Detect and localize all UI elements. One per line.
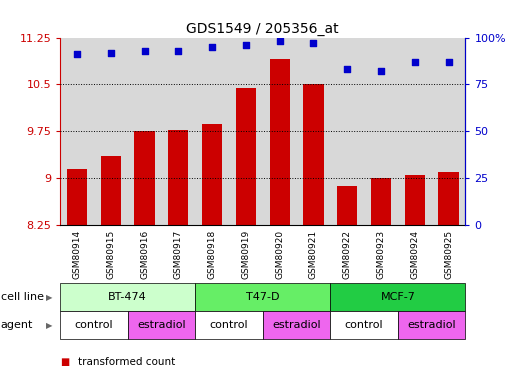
Text: T47-D: T47-D <box>246 292 280 302</box>
Bar <box>303 84 324 225</box>
Text: ▶: ▶ <box>47 321 53 330</box>
Point <box>343 66 351 72</box>
Bar <box>134 131 155 225</box>
Point <box>276 38 284 44</box>
Bar <box>405 175 425 225</box>
Bar <box>168 130 188 225</box>
Bar <box>236 87 256 225</box>
Point <box>107 50 115 55</box>
Point <box>309 40 317 46</box>
Text: estradiol: estradiol <box>407 320 456 330</box>
Text: cell line: cell line <box>1 292 43 302</box>
Point <box>242 42 250 48</box>
Bar <box>337 186 357 225</box>
Point <box>174 48 183 54</box>
Point <box>445 59 453 65</box>
Text: estradiol: estradiol <box>272 320 321 330</box>
Point <box>140 48 149 54</box>
Text: transformed count: transformed count <box>78 357 176 367</box>
Text: control: control <box>345 320 383 330</box>
Bar <box>269 59 290 225</box>
Text: ■: ■ <box>60 357 70 367</box>
Point <box>208 44 217 50</box>
Title: GDS1549 / 205356_at: GDS1549 / 205356_at <box>187 22 339 36</box>
Bar <box>438 172 459 225</box>
Point <box>377 68 385 74</box>
Text: MCF-7: MCF-7 <box>380 292 415 302</box>
Bar <box>371 178 391 225</box>
Point <box>411 59 419 65</box>
Bar <box>100 156 121 225</box>
Bar <box>67 169 87 225</box>
Text: control: control <box>210 320 248 330</box>
Text: agent: agent <box>1 320 33 330</box>
Text: control: control <box>75 320 113 330</box>
Text: estradiol: estradiol <box>137 320 186 330</box>
Bar <box>202 124 222 225</box>
Text: ▶: ▶ <box>47 292 53 302</box>
Point <box>73 51 81 57</box>
Text: BT-474: BT-474 <box>108 292 147 302</box>
